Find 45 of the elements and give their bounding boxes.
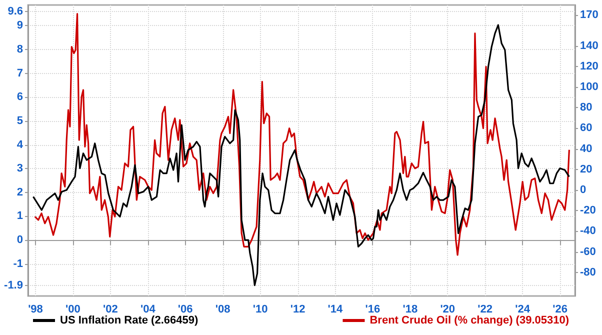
x-tick-label: '16 bbox=[365, 304, 380, 316]
legend-label: Brent Crude Oil (% change) (39.05310) bbox=[370, 314, 570, 326]
x-tick-label: '22 bbox=[478, 304, 493, 316]
y-tick-label: 7 bbox=[16, 67, 23, 80]
y2-tick-label: 60 bbox=[580, 122, 592, 134]
y2-tick-label: 140 bbox=[580, 40, 598, 52]
y-tick-label: 8 bbox=[16, 44, 23, 56]
legend-label: US Inflation Rate (2.66459) bbox=[60, 314, 198, 326]
x-tick-label: '08 bbox=[215, 304, 230, 316]
y2-tick-label: 0 bbox=[580, 184, 586, 196]
y-tick-label: 6 bbox=[16, 91, 23, 104]
x-tick-label: '20 bbox=[440, 304, 456, 316]
y2-tick-label: 20 bbox=[580, 163, 592, 176]
x-tick-label: '26 bbox=[552, 304, 568, 316]
y-tick-label: 9 bbox=[16, 20, 23, 32]
y2-tick-label: 40 bbox=[580, 142, 592, 155]
y2-tick-label: 120 bbox=[580, 60, 598, 72]
y-tick-label: 0 bbox=[16, 234, 23, 246]
x-tick-label: '06 bbox=[178, 304, 193, 316]
x-tick-label: '00 bbox=[66, 304, 80, 316]
line-series bbox=[34, 13, 570, 256]
y2-tick-label: 80 bbox=[580, 102, 592, 114]
line-series bbox=[32, 24, 570, 286]
x-tick-label: '18 bbox=[402, 304, 418, 316]
x-tick-label: '04 bbox=[140, 304, 156, 316]
y2-tick-label: -20 bbox=[580, 204, 596, 217]
y2-tick-label: -60 bbox=[580, 246, 596, 258]
y-tick-label: -1.9 bbox=[4, 279, 23, 292]
y2-tick-label: -80 bbox=[580, 266, 596, 278]
x-tick-label: '24 bbox=[515, 304, 531, 316]
y2-tick-label: 100 bbox=[580, 80, 598, 93]
y-tick-label: 9.6 bbox=[8, 5, 23, 18]
y-tick-label: 1 bbox=[16, 210, 23, 222]
y-tick-label: -1 bbox=[13, 258, 23, 270]
y-tick-label: 2 bbox=[16, 186, 23, 198]
x-tick-label: '14 bbox=[328, 304, 344, 316]
y2-tick-label: 170 bbox=[580, 8, 598, 21]
y2-tick-label: -40 bbox=[580, 225, 596, 238]
y-tick-label: 4 bbox=[16, 138, 24, 151]
y-tick-label: 3 bbox=[16, 162, 23, 175]
x-tick-label: '10 bbox=[252, 304, 268, 316]
x-tick-label: '02 bbox=[102, 304, 118, 316]
x-tick-label: '12 bbox=[290, 304, 306, 316]
x-tick-label: '98 bbox=[28, 304, 43, 316]
y-tick-label: 5 bbox=[16, 114, 23, 127]
